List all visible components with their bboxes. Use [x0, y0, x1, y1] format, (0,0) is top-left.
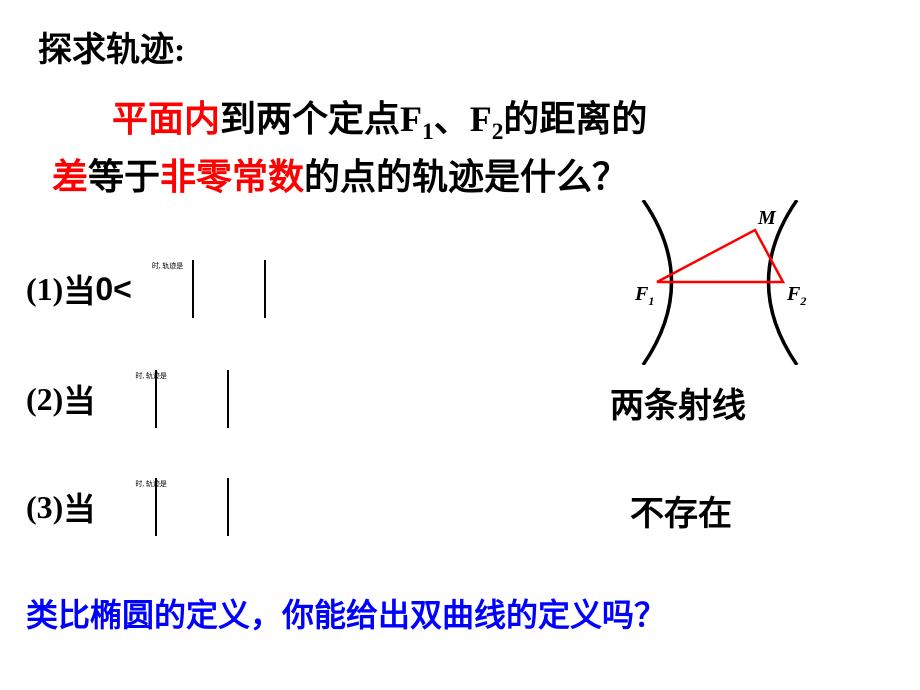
- case-3-tiny: 时, 轨迹是: [135, 479, 167, 489]
- triangle: [657, 230, 783, 282]
- vertical-bar: [192, 260, 194, 318]
- case-3-num: (3): [26, 489, 63, 526]
- q-part-black3: 的距离的: [503, 99, 647, 139]
- case-3-answer: 不存在: [630, 486, 732, 535]
- q-part-red1: 平面内: [112, 99, 220, 139]
- hyperbola-svg: M F1 F2: [605, 200, 835, 365]
- label-M: M: [757, 207, 777, 229]
- vertical-bar: [227, 478, 229, 536]
- case-1-extra: 0<: [95, 271, 131, 308]
- case-1: (1)当 0< 时, 轨迹是: [26, 260, 266, 318]
- case-3-word: 当: [63, 484, 95, 530]
- q-part-black1: 到两个定点F: [220, 99, 422, 139]
- vertical-bar: [264, 260, 266, 318]
- case-1-num: (1): [26, 271, 63, 308]
- section-heading: 探求轨迹:: [38, 22, 185, 71]
- case-1-tiny: 时, 轨迹是: [152, 261, 184, 271]
- q-part-red3: 非零常数: [160, 157, 304, 197]
- vertical-bar: [227, 370, 229, 428]
- case-1-word: 当: [63, 266, 95, 312]
- case-1-bars: [192, 260, 266, 318]
- q-part-black4: 等于: [88, 157, 160, 197]
- q-part-red2: 差: [52, 157, 88, 197]
- case-2-num: (2): [26, 381, 63, 418]
- case-2-tiny: 时, 轨迹是: [135, 371, 167, 381]
- label-F1: F1: [634, 283, 654, 308]
- q-sub2: 2: [492, 119, 504, 145]
- case-2: (2)当 时, 轨迹是: [26, 370, 229, 428]
- hyperbola-diagram: M F1 F2: [605, 200, 835, 365]
- q-sub1: 1: [422, 119, 434, 145]
- q-part-black2: 、F: [434, 99, 492, 139]
- q-part-black5: 的点的轨迹是什么？: [304, 157, 628, 197]
- case-2-answer: 两条射线: [610, 378, 746, 427]
- main-question: 平面内到两个定点F1、F2的距离的 差等于非零常数的点的轨迹是什么？: [52, 92, 647, 206]
- label-F2: F2: [786, 283, 806, 308]
- bottom-question: 类比椭圆的定义，你能给出双曲线的定义吗？: [26, 590, 666, 636]
- case-2-word: 当: [63, 376, 95, 422]
- case-3: (3)当 时, 轨迹是: [26, 478, 229, 536]
